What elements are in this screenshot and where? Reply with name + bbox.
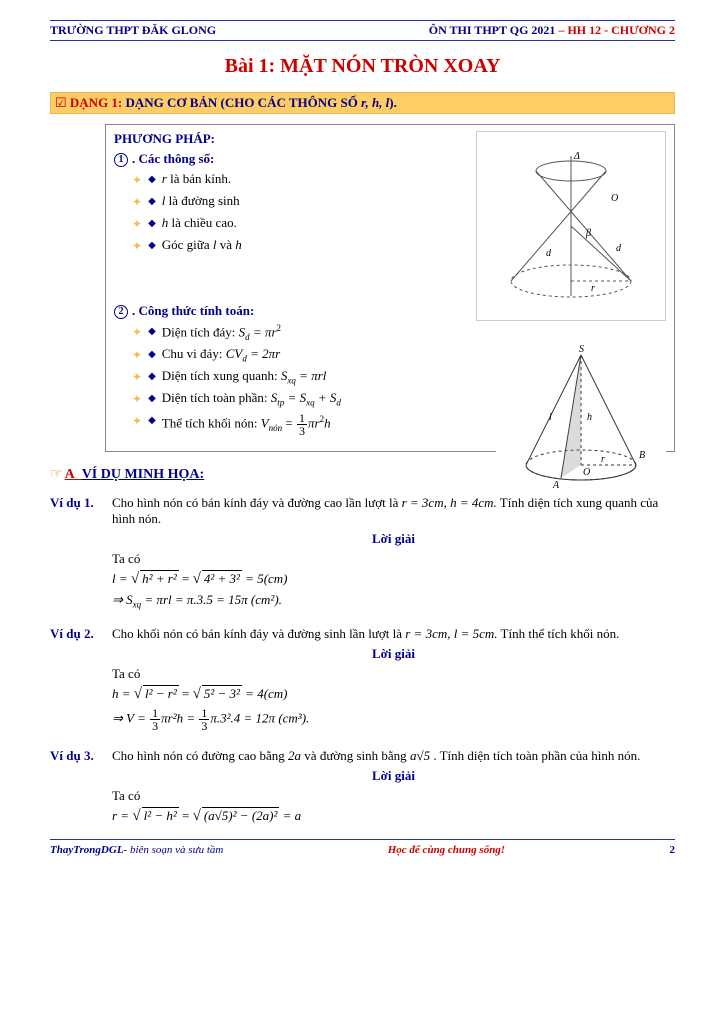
example-2: Ví dụ 2. Cho khối nón có bán kính đáy và… xyxy=(50,626,675,736)
tick-icon: ✦ xyxy=(132,171,142,189)
svg-text:l: l xyxy=(549,412,552,423)
diamond-icon: ◆ xyxy=(148,412,156,430)
dang-label: DẠNG 1: xyxy=(70,95,122,110)
page-footer: ThayTrongDGL- biên soạn và sưu tầm Học đ… xyxy=(50,839,675,856)
example-label: Ví dụ 1. xyxy=(50,495,112,511)
header-school: TRƯỜNG THPT ĐĂK GLONG xyxy=(50,23,216,38)
tick-icon: ✦ xyxy=(132,412,142,430)
example-body: Cho hình nón có đường cao bằng 2a và đườ… xyxy=(112,748,675,829)
tick-icon: ✦ xyxy=(132,215,142,233)
svg-text:r: r xyxy=(601,454,605,465)
example-body: Cho hình nón có bán kính đáy và đường ca… xyxy=(112,495,675,614)
example-3: Ví dụ 3. Cho hình nón có đường cao bằng … xyxy=(50,748,675,829)
math-line: l = √h² + r² = √4² + 3² = 5(cm) xyxy=(112,571,675,588)
example-label: Ví dụ 3. xyxy=(50,748,112,764)
solution-title: Lời giải xyxy=(112,646,675,662)
svg-text:β: β xyxy=(585,228,591,239)
tick-icon: ✦ xyxy=(132,346,142,364)
example-body: Cho khối nón có bán kính đáy và đường si… xyxy=(112,626,675,736)
diamond-icon: ◆ xyxy=(148,323,156,341)
footer-author: ThayTrongDGL- biên soạn và sưu tầm xyxy=(50,844,223,856)
diamond-icon: ◆ xyxy=(148,390,156,408)
dang-bar: ☑ DẠNG 1: DẠNG CƠ BẢN (CHO CÁC THÔNG SỐ … xyxy=(50,92,675,114)
diamond-icon: ◆ xyxy=(148,193,156,211)
svg-text:B: B xyxy=(639,450,645,461)
method-box: PHƯƠNG PHÁP: 1. Các thông số: ✦ ◆ r là b… xyxy=(105,124,675,452)
math-line: r = √l² − h² = √(a√5)² − (2a)² = a xyxy=(112,808,675,825)
tick-icon: ✦ xyxy=(132,390,142,408)
page-header: TRƯỜNG THPT ĐĂK GLONG ÔN THI THPT QG 202… xyxy=(50,23,675,38)
tick-icon: ✦ xyxy=(132,368,142,386)
svg-text:S: S xyxy=(579,344,584,355)
circled-2-icon: 2 xyxy=(114,305,128,319)
page: TRƯỜNG THPT ĐĂK GLONG ÔN THI THPT QG 202… xyxy=(0,0,725,866)
svg-text:O: O xyxy=(611,193,618,204)
svg-text:d: d xyxy=(546,248,552,259)
cone-diagram: S l h B r O A xyxy=(496,335,666,495)
header-rule-bottom xyxy=(50,40,675,41)
circled-1-icon: 1 xyxy=(114,153,128,167)
svg-text:O: O xyxy=(583,467,590,478)
solution-title: Lời giải xyxy=(112,768,675,784)
math-line: h = √l² − r² = √5² − 3² = 4(cm) xyxy=(112,686,675,703)
diamond-icon: ◆ xyxy=(148,215,156,233)
diamond-icon: ◆ xyxy=(148,171,156,189)
header-exam: ÔN THI THPT QG 2021 – HH 12 - CHƯƠNG 2 xyxy=(429,23,675,38)
example-label: Ví dụ 2. xyxy=(50,626,112,642)
lesson-title: Bài 1: MẶT NÓN TRÒN XOAY xyxy=(50,55,675,78)
svg-text:d: d xyxy=(616,243,622,254)
solution-title: Lời giải xyxy=(112,531,675,547)
cone-hourglass-diagram: Δ O β d d r xyxy=(476,131,666,321)
check-icon: ☑ xyxy=(55,95,67,110)
dang-text: DẠNG CƠ BẢN (CHO CÁC THÔNG SỐ r, h, l). xyxy=(126,95,397,110)
hand-icon: ☞ xyxy=(50,467,63,482)
svg-text:h: h xyxy=(587,412,592,423)
footer-motto: Học để cùng chung sống! xyxy=(388,844,505,856)
svg-text:A: A xyxy=(552,480,560,490)
header-rule-top xyxy=(50,20,675,21)
diamond-icon: ◆ xyxy=(148,368,156,386)
diamond-icon: ◆ xyxy=(148,237,156,255)
math-line: ⇒ V = 13πr²h = 13π.3².4 = 12π (cm³). xyxy=(112,707,675,732)
footer-page-number: 2 xyxy=(669,844,675,856)
math-line: ⇒ Sxq = πrl = π.3.5 = 15π (cm²). xyxy=(112,592,675,610)
tick-icon: ✦ xyxy=(132,237,142,255)
tick-icon: ✦ xyxy=(132,193,142,211)
svg-text:Δ: Δ xyxy=(573,151,580,162)
example-1: Ví dụ 1. Cho hình nón có bán kính đáy và… xyxy=(50,495,675,614)
svg-text:r: r xyxy=(591,283,595,294)
tick-icon: ✦ xyxy=(132,323,142,341)
diamond-icon: ◆ xyxy=(148,346,156,364)
